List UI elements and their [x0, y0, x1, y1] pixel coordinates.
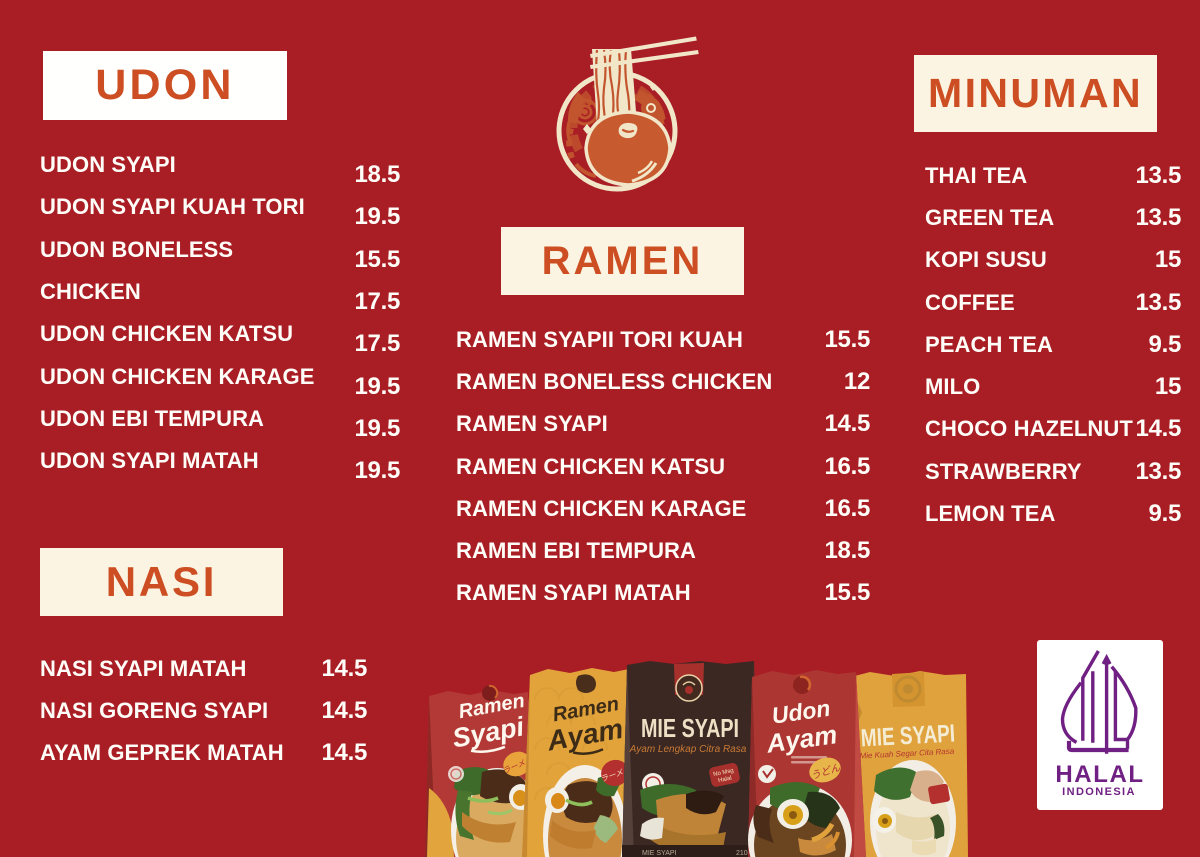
- svg-text:Halal: Halal: [718, 776, 733, 785]
- svg-text:210g: 210g: [736, 850, 752, 857]
- svg-text:MIE SYAPI: MIE SYAPI: [642, 850, 677, 857]
- svg-text:MIE SYAPI: MIE SYAPI: [641, 713, 739, 742]
- svg-text:INDONESIA: INDONESIA: [1062, 786, 1136, 798]
- svg-text:No Msg: No Msg: [713, 768, 734, 778]
- svg-text:Ayam Lengkap Citra Rasa: Ayam Lengkap Citra Rasa: [629, 744, 747, 755]
- svg-text:HALAL: HALAL: [1055, 761, 1144, 788]
- svg-text:MIE SYAPI: MIE SYAPI: [860, 719, 956, 752]
